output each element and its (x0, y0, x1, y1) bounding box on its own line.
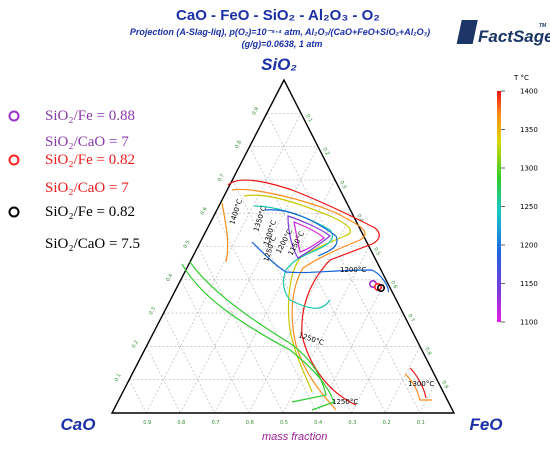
grid-line (146, 346, 181, 414)
isotherm-1250-low (181, 263, 335, 411)
diagram-subtitle-2: (g/g)=0.0638, 1 atm (242, 39, 323, 49)
grid-line (145, 113, 302, 414)
tick-label-left: 0.9 (251, 106, 260, 116)
tick-label-left: 0.6 (200, 206, 209, 216)
colorbar-tick-label: 1150 (520, 280, 538, 288)
legend: SiO₂/Fe = 0.88 SiO₂/CaO = 7 SiO₂/Fe = 0.82… (8, 108, 140, 252)
isotherm-1100 (293, 221, 325, 253)
isotherm-1350-right (409, 367, 427, 399)
isotherm-label-1350: 1350°C (252, 205, 268, 232)
isotherm-1250-low-2 (189, 261, 327, 403)
temperature-colorbar: T °C 1400 1350 1300 1250 1200 1150 1100 (497, 74, 538, 327)
tick-label-left: 0.1 (114, 373, 123, 383)
tick-label-bottom: 0.9 (143, 420, 151, 426)
isotherm-labels: 1400°C 1350°C 1300°C 1250°C 1200°C 1150°… (228, 198, 434, 406)
grid-line (266, 113, 421, 414)
grid-line (232, 179, 352, 414)
ternary-tick-labels: 0.1 0.1 0.1 0.2 0.2 0.2 0.3 0.3 0.3 0.4 0.4 0.4 0.5 0… (114, 106, 450, 426)
colorbar-tick-label: 1200 (520, 242, 538, 250)
colorbar-tick-label: 1250 (520, 203, 538, 211)
grid-line (128, 379, 147, 414)
tick-label-right: 0.8 (423, 347, 432, 357)
colorbar-gradient (497, 91, 501, 322)
x-axis-label: mass fraction (262, 431, 327, 443)
isotherm-label-1250-c: 1250°C (332, 398, 358, 406)
tick-label-right: 0.9 (440, 380, 449, 390)
tick-label-left: 0.5 (182, 240, 191, 250)
grid-line (163, 312, 215, 414)
colorbar-unit: T °C (513, 74, 529, 82)
tick-label-bottom: 0.7 (212, 420, 220, 426)
tick-label-bottom: 0.2 (383, 420, 391, 426)
legend-ratio-fe: SiO₂/Fe = 0.82 (45, 204, 135, 220)
grid-line (351, 312, 404, 414)
corner-label-left: CaO (61, 415, 96, 434)
tick-label-right: 0.2 (321, 147, 330, 157)
tick-label-bottom: 0.6 (246, 420, 254, 426)
isotherm-1350 (221, 188, 366, 411)
legend-ratio-fe: SiO₂/Fe = 0.82 (45, 152, 135, 168)
tick-label-bottom: 0.1 (417, 420, 425, 426)
tick-label-right: 0.6 (389, 280, 398, 290)
isotherm-1200 (251, 209, 389, 293)
legend-ratio-cao: SiO₂/CaO = 7.5 (45, 236, 140, 252)
colorbar-tick-label: 1300 (520, 165, 538, 173)
isotherm-1400 (227, 179, 380, 406)
tick-label-bottom: 0.8 (177, 420, 185, 426)
logo-text: FactSage (478, 27, 550, 46)
tick-label-bottom: 0.4 (314, 420, 322, 426)
composition-marker-3 (376, 283, 385, 292)
colorbar-tick-label: 1400 (520, 88, 538, 96)
isotherm-label-1400: 1400°C (228, 198, 244, 225)
tick-label-left: 0.2 (131, 339, 140, 349)
tick-label-right: 0.3 (338, 180, 347, 190)
isotherm-1150 (287, 215, 331, 259)
tick-label-bottom: 0.3 (348, 420, 356, 426)
isotherm-label-1300-b: 1300°C (408, 380, 434, 388)
ternary-triangle (110, 78, 456, 414)
legend-ratio-cao: SiO₂/CaO = 7 (45, 180, 129, 196)
isotherm-1300 (243, 194, 351, 393)
tick-label-left: 0.7 (217, 173, 226, 183)
corner-label-top: SiO₂ (261, 55, 297, 74)
composition-markers (368, 279, 385, 292)
grid-line (214, 213, 318, 414)
colorbar-tick-label: 1100 (520, 319, 538, 327)
ternary-grid (128, 113, 438, 414)
diagram-title: CaO - FeO - SiO₂ - Al₂O₃ - O₂ (176, 7, 380, 24)
grid-line (197, 246, 284, 414)
grid-line (282, 246, 370, 414)
tick-label-right: 0.5 (372, 247, 381, 257)
factsage-logo: FactSage TM (456, 20, 550, 46)
tick-label-right: 0.4 (355, 213, 364, 223)
corner-label-right: FeO (469, 415, 502, 434)
tick-label-left: 0.8 (234, 140, 243, 150)
colorbar-tick-label: 1350 (520, 126, 538, 134)
isotherms (181, 179, 432, 411)
grid-line (385, 346, 421, 414)
legend-marker (8, 206, 20, 218)
tick-label-bottom: 0.5 (280, 420, 288, 426)
legend-marker (8, 154, 20, 166)
legend-marker (8, 110, 20, 122)
legend-ratio-fe: SiO₂/Fe = 0.88 (45, 108, 135, 124)
tick-label-left: 0.4 (165, 273, 174, 283)
tick-label-right: 0.7 (406, 313, 415, 323)
tick-label-left: 0.3 (148, 306, 157, 316)
isotherm-label-1200-b: 1200°C (340, 266, 366, 274)
diagram-subtitle-1: Projection (A-Slag-liq), p(O₂)=10⁻⁸·⁴ at… (130, 27, 430, 37)
legend-ratio-cao: SiO₂/CaO = 7 (45, 134, 129, 150)
isotherm-1300-right (404, 373, 432, 401)
logo-tm: TM (539, 23, 547, 29)
grid-line (180, 279, 250, 414)
tick-label-right: 0.1 (304, 113, 313, 123)
